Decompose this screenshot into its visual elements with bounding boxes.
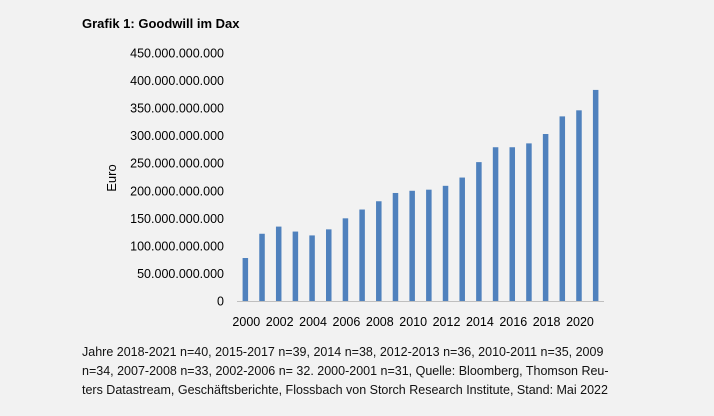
y-tick-label: 250.000.000.000: [130, 157, 224, 171]
bar-2002: [275, 226, 282, 301]
bar-2004: [309, 235, 315, 301]
bar-2010: [409, 190, 415, 301]
bar-2013: [459, 177, 465, 301]
bar-2000: [242, 258, 249, 301]
y-axis-label: Euro: [104, 164, 119, 191]
chart-title: Grafik 1: Goodwill im Dax: [82, 16, 240, 31]
bar-2001: [259, 233, 265, 301]
bar-2015: [492, 147, 499, 301]
y-tick-label: 350.000.000.000: [130, 102, 224, 116]
bar-2003: [292, 231, 299, 301]
x-tick-label: 2018: [533, 315, 561, 329]
y-tick-label: 450.000.000.000: [130, 47, 224, 61]
bar-2014: [476, 162, 482, 301]
x-tick-label: 2008: [366, 315, 394, 329]
bars: [242, 89, 599, 301]
bar-2017: [526, 143, 532, 301]
bar-2021: [592, 89, 599, 301]
bar-2009: [392, 192, 399, 301]
footnote-line: n=34, 2007-2008 n=33, 2002-2006 n= 32. 2…: [82, 364, 609, 378]
x-tick-label: 2000: [232, 315, 260, 329]
x-tick-label: 2020: [566, 315, 594, 329]
bar-2020: [576, 110, 582, 301]
x-tick-label: 2014: [466, 315, 494, 329]
y-tick-label: 200.000.000.000: [130, 184, 224, 198]
bar-2008: [376, 201, 382, 301]
goodwill-bar-chart: 0 50.000.000.000 100.000.000.000 150.000.00…: [104, 47, 604, 329]
x-tick-label: 2004: [299, 315, 327, 329]
bar-2019: [559, 116, 566, 301]
y-tick-label: 150.000.000.000: [130, 212, 224, 226]
y-tick-label: 0: [217, 295, 224, 309]
x-axis-ticks: 2000 2002 2004 2006 2008 2010 2012 2014 2016 2018…: [232, 315, 593, 329]
x-tick-label: 2002: [266, 315, 294, 329]
y-tick-label: 50.000.000.000: [137, 267, 224, 281]
footnote: Jahre 2018-2021 n=40, 2015-2017 n=39, 20…: [82, 343, 642, 400]
bar-2007: [359, 209, 365, 301]
y-axis-ticks: 0 50.000.000.000 100.000.000.000 150.000.00…: [130, 47, 224, 309]
y-tick-label: 100.000.000.000: [130, 239, 224, 253]
footnote-line: Jahre 2018-2021 n=40, 2015-2017 n=39, 20…: [82, 345, 604, 359]
bar-2005: [326, 229, 332, 301]
x-tick-label: 2010: [399, 315, 427, 329]
x-tick-label: 2006: [333, 315, 361, 329]
bar-2011: [426, 189, 432, 301]
bar-2012: [442, 185, 449, 301]
x-tick-label: 2012: [433, 315, 461, 329]
x-tick-label: 2016: [499, 315, 527, 329]
bar-2016: [509, 147, 516, 301]
footnote-line: ters Datastream, Geschäftsberichte, Flos…: [82, 383, 608, 397]
y-tick-label: 300.000.000.000: [130, 129, 224, 143]
bar-2006: [342, 218, 349, 301]
y-tick-label: 400.000.000.000: [130, 74, 224, 88]
bar-2018: [542, 134, 549, 301]
